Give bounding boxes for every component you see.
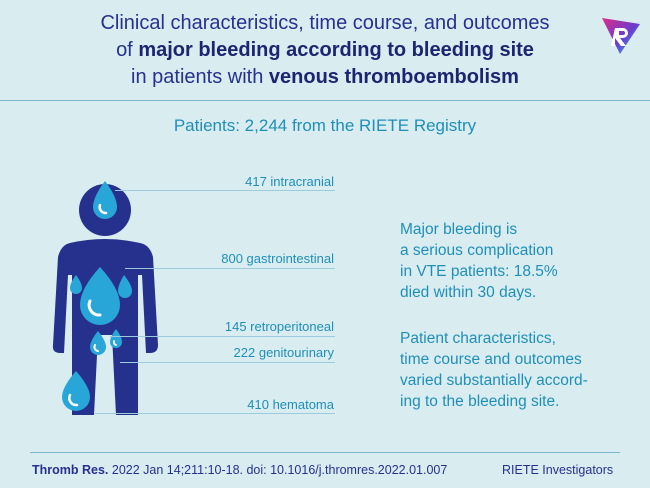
mortality-paragraph: Major bleeding is a serious complication… [400, 219, 630, 303]
citation-details: 2022 Jan 14;211:10-18. doi: 10.1016/j.th… [108, 463, 448, 477]
variation-line-1: Patient characteristics, [400, 330, 556, 347]
title-line-3-prefix: in patients with [131, 66, 269, 88]
title-line-2-bold: major bleeding according to bleeding sit… [138, 39, 534, 61]
title-line-1: Clinical characteristics, time course, a… [100, 12, 550, 34]
infographic-title: Clinical characteristics, time course, a… [0, 10, 650, 91]
blood-drop-icon [110, 329, 122, 348]
patients-subtitle: Patients: 2,244 from the RIETE Registry [173, 116, 477, 135]
title-line-2-prefix: of [116, 39, 139, 61]
site-label-genitourinary: 222 genitourinary [233, 345, 334, 360]
bottom-divider [30, 452, 620, 453]
mortality-line-2: a serious complication [400, 242, 554, 259]
riete-logo-icon [602, 18, 640, 54]
variation-line-2: time course and outcomes [400, 351, 582, 368]
hematoma-leader-line [95, 413, 335, 414]
title-line-3-bold: venous thromboembolism [268, 66, 519, 88]
title-line-2: of major bleeding according to bleeding … [0, 37, 650, 64]
variation-line-3: varied substantially accord- [400, 372, 588, 389]
site-label-intracranial: 417 intracranial [245, 174, 334, 189]
intracranial-leader-line [115, 190, 335, 191]
gastrointestinal-leader-line [125, 268, 335, 269]
citation: Thromb Res. 2022 Jan 14;211:10-18. doi: … [32, 463, 447, 477]
mortality-line-1: Major bleeding is [400, 221, 518, 238]
site-label-retroperitoneal: 145 retroperitoneal [224, 319, 334, 334]
retroperitoneal-leader-line [110, 336, 335, 337]
variation-paragraph: Patient characteristics, time course and… [400, 328, 630, 412]
title-line-3: in patients with venous thromboembolism [0, 64, 650, 91]
site-label-hematoma: 410 hematoma [247, 397, 334, 412]
top-divider [0, 100, 650, 101]
credit: RIETE Investigators [502, 463, 614, 477]
site-label-gastrointestinal: 800 gastrointestinal [221, 251, 334, 266]
journal-name: Thromb Res. [32, 463, 109, 477]
variation-line-4: ing to the bleeding site. [400, 393, 560, 410]
mortality-line-4: died within 30 days. [400, 284, 537, 301]
human-silhouette-icon [52, 181, 159, 415]
mortality-line-3: in VTE patients: 18.5% [400, 263, 558, 280]
genitourinary-leader-line [120, 362, 335, 363]
